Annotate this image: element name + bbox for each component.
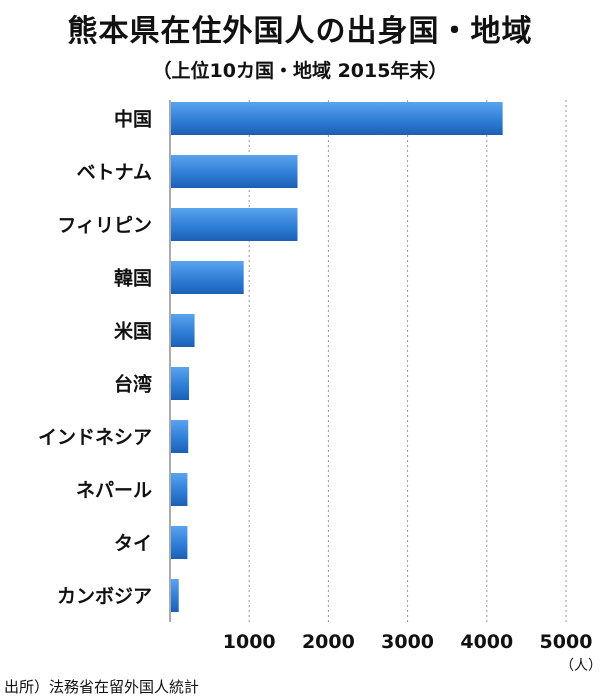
chart-subtitle: （上位10カ国・地域 2015年末） <box>152 60 448 82</box>
bar <box>171 579 179 612</box>
category-label: タイ <box>114 533 152 555</box>
category-label: 台湾 <box>114 373 152 396</box>
grid-lines <box>248 100 567 622</box>
bar <box>171 155 298 188</box>
x-tick-label: 2000 <box>302 631 355 653</box>
category-label: 米国 <box>114 320 152 343</box>
bar <box>171 420 189 453</box>
chart-title: 熊本県在住外国人の出身国・地域 <box>67 14 533 49</box>
x-tick-label: 4000 <box>460 631 513 653</box>
bar <box>171 526 188 559</box>
x-tick-labels: 1000 2000 3000 4000 5000 <box>223 631 593 653</box>
source-note: 出所）法務省在留外国人統計 <box>4 678 200 696</box>
x-tick-label: 5000 <box>540 631 593 653</box>
bar <box>171 314 195 347</box>
x-tick-label: 1000 <box>223 631 276 653</box>
category-label: ネパール <box>76 480 152 502</box>
bar <box>171 102 503 135</box>
category-label: フィリピン <box>57 215 152 237</box>
bar <box>171 473 188 506</box>
bar <box>171 367 190 400</box>
x-axis-unit: （人） <box>560 658 600 674</box>
bars <box>171 102 503 612</box>
bar <box>171 208 298 241</box>
category-label: ベトナム <box>77 162 152 184</box>
category-label: カンボジア <box>57 586 152 608</box>
category-label: インドネシア <box>38 427 152 449</box>
x-tick-label: 3000 <box>381 631 434 653</box>
category-label: 中国 <box>114 108 152 131</box>
bar <box>171 261 244 294</box>
category-label: 韓国 <box>114 267 152 290</box>
